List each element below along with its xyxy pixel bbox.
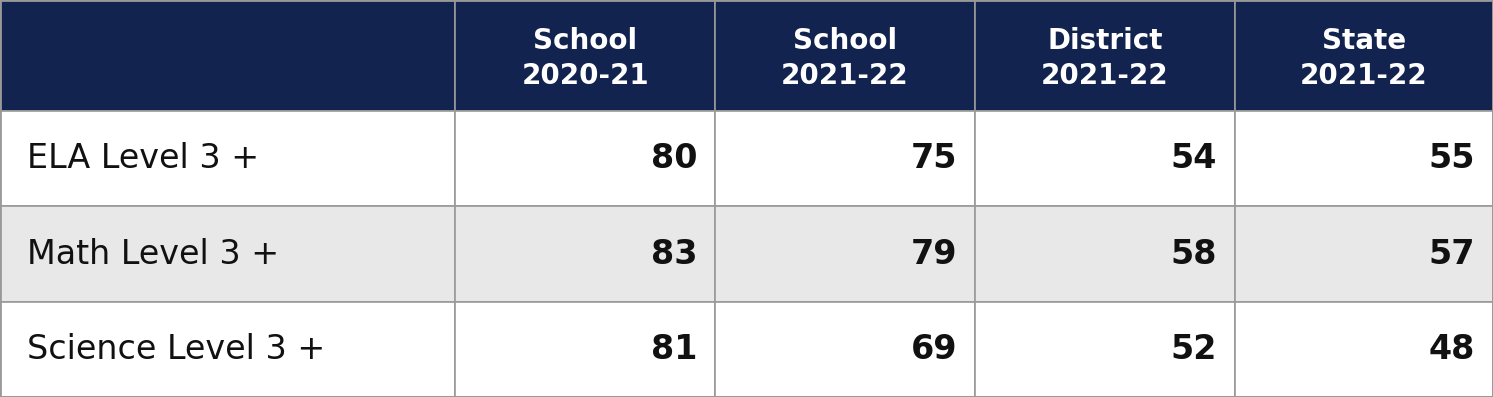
Text: 58: 58 <box>1171 237 1217 271</box>
Text: State: State <box>1321 27 1406 55</box>
Bar <box>715 302 975 397</box>
Bar <box>455 302 715 397</box>
Bar <box>715 111 975 206</box>
Bar <box>1235 302 1493 397</box>
Text: School: School <box>533 27 638 55</box>
Bar <box>975 302 1235 397</box>
Bar <box>715 206 975 302</box>
Text: 2021-22: 2021-22 <box>1300 62 1427 90</box>
Text: 57: 57 <box>1429 237 1475 271</box>
Text: District: District <box>1047 27 1163 55</box>
Text: 54: 54 <box>1171 142 1217 175</box>
Bar <box>1235 111 1493 206</box>
Text: 48: 48 <box>1429 333 1475 366</box>
Text: Science Level 3 +: Science Level 3 + <box>27 333 325 366</box>
Bar <box>0 111 455 206</box>
Text: 55: 55 <box>1429 142 1475 175</box>
Text: ELA Level 3 +: ELA Level 3 + <box>27 142 258 175</box>
Bar <box>1235 0 1493 111</box>
Text: 75: 75 <box>911 142 957 175</box>
Text: Math Level 3 +: Math Level 3 + <box>27 237 279 271</box>
Text: 83: 83 <box>651 237 697 271</box>
Text: 81: 81 <box>651 333 697 366</box>
Bar <box>1235 206 1493 302</box>
Bar <box>975 0 1235 111</box>
Text: 52: 52 <box>1171 333 1217 366</box>
Text: 80: 80 <box>651 142 697 175</box>
Bar <box>455 0 715 111</box>
Text: 79: 79 <box>911 237 957 271</box>
Bar <box>0 302 455 397</box>
Bar <box>0 206 455 302</box>
Text: 2021-22: 2021-22 <box>1041 62 1169 90</box>
Text: 2020-21: 2020-21 <box>521 62 649 90</box>
Text: 69: 69 <box>911 333 957 366</box>
Text: School: School <box>793 27 897 55</box>
Bar <box>455 111 715 206</box>
Bar <box>975 206 1235 302</box>
Text: 2021-22: 2021-22 <box>781 62 909 90</box>
Bar <box>0 0 455 111</box>
Bar <box>715 0 975 111</box>
Bar <box>975 111 1235 206</box>
Bar <box>455 206 715 302</box>
